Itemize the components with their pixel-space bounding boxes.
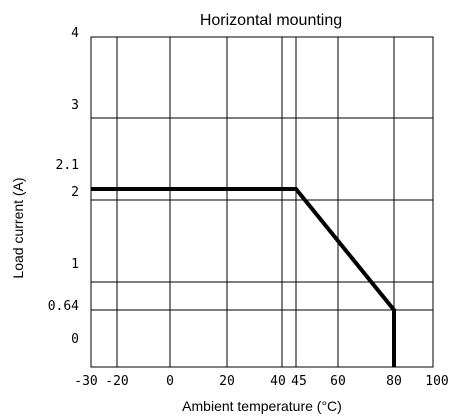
y-tick-label: 0 [71, 332, 79, 347]
x-tick-label: 80 [386, 374, 402, 389]
y-tick-label: 3 [71, 98, 79, 113]
x-tick-label: 40 [270, 374, 286, 389]
derating-curve [91, 187, 396, 367]
x-tick-label: -20 [105, 374, 128, 389]
x-tick-label: 60 [330, 374, 346, 389]
x-tick-label: 100 [425, 374, 448, 389]
x-tick-label: 45 [291, 374, 307, 389]
grid-layer [90, 36, 434, 368]
y-axis-label: Load current (A) [10, 177, 26, 278]
x-axis-label: Ambient temperature (°C) [182, 398, 342, 414]
y-tick-label: 2.1 [56, 158, 79, 173]
x-tick-label: 20 [219, 374, 235, 389]
series-layer [91, 187, 396, 367]
y-tick-label: 0.64 [48, 299, 79, 314]
tick-labels: -30 -20 0 20 40 45 60 80 100 0 0.64 1 2 2.1 3 4 [48, 26, 449, 389]
plot-frame [90, 36, 434, 368]
y-tick-label: 2 [71, 185, 79, 200]
x-tick-label: 0 [166, 374, 174, 389]
y-tick-label: 4 [71, 26, 79, 41]
x-tick-label: -30 [74, 374, 97, 389]
y-tick-label: 1 [71, 257, 79, 272]
chart-title: Horizontal mounting [200, 12, 342, 29]
